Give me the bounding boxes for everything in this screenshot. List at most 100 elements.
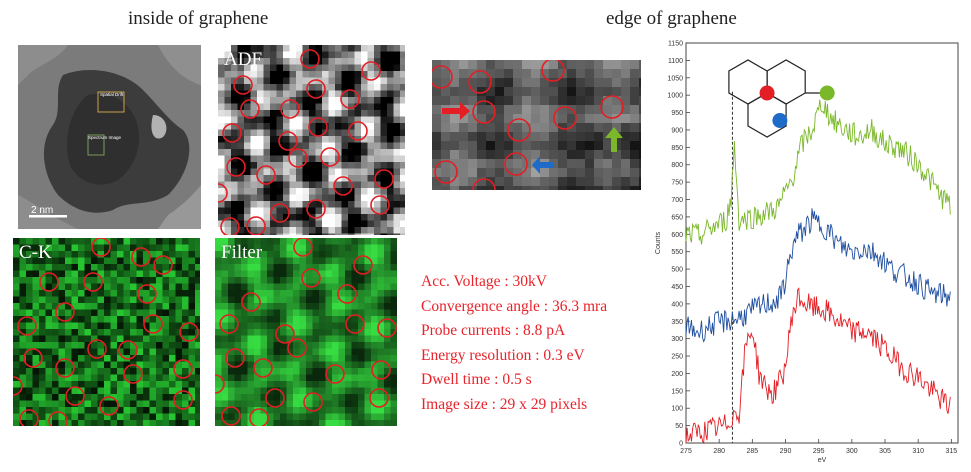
undefined — [179, 322, 199, 342]
y-tick-label: 300 — [671, 336, 683, 343]
plot-frame — [685, 42, 959, 444]
undefined — [320, 147, 340, 167]
y-tick-label: 750 — [671, 180, 683, 187]
y-tick-label: 800 — [671, 162, 683, 169]
blue-arrow — [532, 156, 554, 174]
undefined — [220, 217, 240, 235]
scale-bar-label: 2 nm — [31, 205, 53, 216]
undefined — [370, 195, 390, 215]
series-line-1 — [685, 208, 951, 343]
undefined — [91, 238, 111, 257]
y-tick-label: 200 — [671, 371, 683, 378]
overview-svg: Spatial Drift Spectrum Image 2 nm — [18, 45, 201, 229]
undefined — [253, 358, 273, 378]
undefined — [17, 316, 37, 336]
x-tick-label: 310 — [912, 448, 924, 455]
x-tick-label: 290 — [780, 448, 792, 455]
y-tick-label: 150 — [671, 388, 683, 395]
y-axis-label: Counts — [655, 231, 662, 254]
y-tick-label: 400 — [671, 301, 683, 308]
graphene-structure-inset — [728, 59, 835, 138]
undefined — [504, 152, 528, 176]
x-tick-label: 275 — [680, 448, 692, 455]
y-tick-label: 1150 — [668, 41, 683, 48]
series-line-2 — [685, 287, 951, 445]
x-tick-label: 280 — [713, 448, 725, 455]
param-voltage: Acc. Voltage : 30kV — [421, 273, 547, 290]
undefined — [333, 176, 353, 196]
measurement-parameters: Acc. Voltage : 30kV Convergence angle : … — [421, 270, 607, 417]
undefined — [275, 324, 295, 344]
series-line-0 — [685, 99, 951, 245]
edge-svg — [432, 60, 641, 190]
x-tick-label: 305 — [879, 448, 891, 455]
undefined — [377, 318, 397, 338]
undefined — [233, 75, 253, 95]
undefined — [219, 314, 239, 334]
inside-title: inside of graphene — [128, 8, 269, 29]
undefined — [300, 49, 320, 69]
undefined — [173, 390, 193, 410]
undefined — [215, 374, 225, 394]
overview-image: Spatial Drift Spectrum Image 2 nm — [18, 45, 201, 229]
undefined — [19, 409, 39, 426]
y-tick-label: 950 — [671, 110, 683, 117]
overview-box1-label: Spatial Drift — [100, 92, 124, 97]
y-tick-label: 0 — [679, 441, 683, 448]
undefined — [23, 348, 43, 368]
undefined — [340, 89, 360, 109]
edge-title: edge of graphene — [606, 8, 737, 29]
param-probe-current: Probe currents : 8.8 pA — [421, 322, 566, 339]
undefined — [278, 131, 298, 151]
y-tick-label: 450 — [671, 284, 683, 291]
undefined — [153, 255, 173, 275]
edge-adf-image — [432, 60, 641, 190]
undefined — [325, 364, 345, 384]
undefined — [55, 302, 75, 322]
eels-chart: 0 50 100 150 200 250 300 350 400 450 500 550 600 650 7… — [652, 35, 970, 467]
undefined — [222, 123, 242, 143]
undefined — [600, 95, 624, 119]
undefined — [371, 360, 391, 380]
filter-label: Filter — [221, 242, 263, 263]
eels-chart-svg: 0 50 100 150 200 250 300 350 400 450 500 550 600 650 7… — [655, 41, 959, 464]
undefined — [337, 284, 357, 304]
undefined — [13, 376, 23, 396]
undefined — [256, 165, 276, 185]
y-tick-label: 1050 — [667, 75, 683, 82]
param-image-size: Image size : 29 x 29 pixels — [421, 395, 588, 413]
y-tick-label: 350 — [671, 319, 683, 326]
undefined — [348, 121, 368, 141]
undefined — [218, 183, 228, 203]
undefined — [143, 314, 163, 334]
ck-label: C-K — [19, 242, 52, 263]
y-tick-label: 650 — [671, 214, 683, 221]
overview-box2-label: Spectrum Image — [88, 135, 122, 140]
y-tick-label: 1100 — [668, 58, 683, 65]
undefined — [306, 199, 326, 219]
undefined — [472, 100, 496, 124]
undefined — [249, 408, 269, 426]
x-tick-label: 315 — [946, 448, 958, 455]
param-convergence: Convergence angle : 36.3 mra — [421, 297, 608, 315]
undefined — [353, 255, 373, 275]
undefined — [99, 396, 119, 416]
x-tick-label: 285 — [746, 448, 758, 455]
y-tick-label: 50 — [675, 423, 683, 430]
y-tick-label: 1000 — [667, 93, 683, 100]
undefined — [361, 61, 381, 81]
undefined — [472, 178, 496, 190]
green-site-dot — [819, 85, 835, 101]
undefined — [345, 314, 365, 334]
red-site-dot — [759, 85, 775, 101]
undefined — [83, 272, 103, 292]
x-tick-label: 300 — [846, 448, 858, 455]
undefined — [287, 338, 307, 358]
undefined — [118, 340, 138, 360]
undefined — [87, 339, 107, 359]
undefined — [55, 358, 75, 378]
undefined — [432, 65, 453, 89]
adf-svg — [218, 45, 405, 235]
undefined — [65, 386, 85, 406]
param-energy-resolution: Energy resolution : 0.3 eV — [421, 346, 585, 364]
